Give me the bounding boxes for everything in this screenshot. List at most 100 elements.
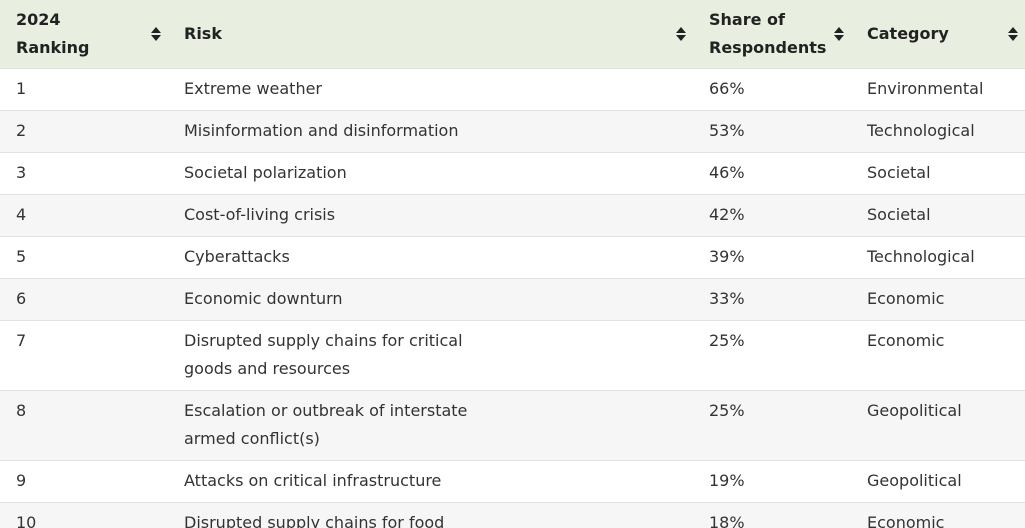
risk-cell: Extreme weather [168, 67, 693, 110]
share-cell: 33% [693, 277, 851, 320]
table-row: 5 Cyberattacks 39% Technological [0, 235, 1025, 278]
share-cell: 53% [693, 109, 851, 152]
rank-cell: 6 [0, 277, 168, 320]
table-row: 1 Extreme weather 66% Environmental [0, 67, 1025, 110]
table-row: 9 Attacks on critical infrastructure 19% Ge… [0, 459, 1025, 502]
table-header: 2024 Ranking Risk Share of Respondents C… [0, 0, 1025, 68]
cell-text: 53% [709, 120, 745, 140]
cell-text: 66% [709, 78, 745, 98]
share-cell: 19% [693, 459, 851, 502]
sort-icon[interactable] [1008, 26, 1018, 42]
cell-text: Technological [867, 246, 975, 266]
cell-text: Societal polarization [184, 162, 347, 182]
table-body: 1 Extreme weather 66% Environmental 2 Misinfo… [0, 67, 1025, 528]
rank-cell: 8 [0, 389, 168, 460]
category-cell: Geopolitical [851, 389, 1025, 460]
cell-text: 10 [16, 512, 37, 528]
cell-text: Geopolitical [867, 470, 962, 490]
cell-text: 6 [16, 288, 27, 308]
header-label: Share of Respondents [709, 9, 827, 57]
header-cell[interactable]: Risk [168, 0, 693, 68]
share-cell: 25% [693, 319, 851, 390]
sort-icon[interactable] [834, 26, 844, 42]
header-row: 2024 Ranking Risk Share of Respondents C… [0, 0, 1025, 68]
table-row: 10 Disrupted supply chains for food 18% Eco… [0, 501, 1025, 528]
category-cell: Economic [851, 319, 1025, 390]
table-row: 3 Societal polarization 46% Societal [0, 151, 1025, 194]
risk-cell: Disrupted supply chains for food [168, 501, 693, 528]
rank-cell: 7 [0, 319, 168, 390]
category-cell: Environmental [851, 67, 1025, 110]
risk-cell: Cyberattacks [168, 235, 693, 278]
rank-cell: 9 [0, 459, 168, 502]
header-label: Category [867, 23, 949, 43]
rank-cell: 5 [0, 235, 168, 278]
cell-text: Economic [867, 512, 945, 528]
cell-text: Disrupted supply chains for food [184, 512, 445, 528]
rank-cell: 2 [0, 109, 168, 152]
cell-text: 3 [16, 162, 27, 182]
rank-cell: 3 [0, 151, 168, 194]
header-label: Risk [184, 23, 222, 43]
cell-text: 25% [709, 330, 745, 350]
cell-text: Disrupted supply chains for critical goo… [184, 330, 463, 378]
risk-cell: Societal polarization [168, 151, 693, 194]
category-cell: Societal [851, 151, 1025, 194]
risk-cell: Attacks on critical infrastructure [168, 459, 693, 502]
share-cell: 66% [693, 67, 851, 110]
cell-text: Extreme weather [184, 78, 323, 98]
cell-text: Escalation or outbreak of interstate arm… [184, 400, 468, 448]
rank-cell: 4 [0, 193, 168, 236]
sort-icon[interactable] [151, 26, 161, 42]
table-row: 2 Misinformation and disinformation 53% Tec… [0, 109, 1025, 152]
header-cell[interactable]: Share of Respondents [693, 0, 851, 68]
cell-text: 4 [16, 204, 27, 224]
cell-text: 19% [709, 470, 745, 490]
cell-text: Economic [867, 330, 945, 350]
table-row: 6 Economic downturn 33% Economic [0, 277, 1025, 320]
table-row: 4 Cost-of-living crisis 42% Societal [0, 193, 1025, 236]
cell-text: 2 [16, 120, 27, 140]
cell-text: 42% [709, 204, 745, 224]
cell-text: 5 [16, 246, 27, 266]
category-cell: Economic [851, 277, 1025, 320]
sort-icon[interactable] [676, 26, 686, 42]
cell-text: Economic [867, 288, 945, 308]
risk-cell: Economic downturn [168, 277, 693, 320]
cell-text: Misinformation and disinformation [184, 120, 459, 140]
cell-text: 18% [709, 512, 745, 528]
header-cell[interactable]: 2024 Ranking [0, 0, 168, 68]
share-cell: 18% [693, 501, 851, 528]
share-cell: 46% [693, 151, 851, 194]
category-cell: Societal [851, 193, 1025, 236]
share-cell: 25% [693, 389, 851, 460]
header-cell[interactable]: Category [851, 0, 1025, 68]
share-cell: 39% [693, 235, 851, 278]
cell-text: Technological [867, 120, 975, 140]
category-cell: Technological [851, 235, 1025, 278]
cell-text: Environmental [867, 78, 984, 98]
cell-text: 39% [709, 246, 745, 266]
rank-cell: 1 [0, 67, 168, 110]
cell-text: 1 [16, 78, 27, 98]
cell-text: 9 [16, 470, 27, 490]
cell-text: Economic downturn [184, 288, 343, 308]
cell-text: Cyberattacks [184, 246, 290, 266]
category-cell: Economic [851, 501, 1025, 528]
cell-text: 46% [709, 162, 745, 182]
risk-cell: Escalation or outbreak of interstate arm… [168, 389, 693, 460]
risk-cell: Disrupted supply chains for critical goo… [168, 319, 693, 390]
share-cell: 42% [693, 193, 851, 236]
cell-text: Societal [867, 162, 931, 182]
risk-cell: Misinformation and disinformation [168, 109, 693, 152]
cell-text: Geopolitical [867, 400, 962, 420]
table-row: 7 Disrupted supply chains for critical go… [0, 319, 1025, 390]
risk-cell: Cost-of-living crisis [168, 193, 693, 236]
cell-text: 8 [16, 400, 27, 420]
cell-text: 25% [709, 400, 745, 420]
cell-text: Societal [867, 204, 931, 224]
cell-text: 33% [709, 288, 745, 308]
table-row: 8 Escalation or outbreak of interstate ar… [0, 389, 1025, 460]
